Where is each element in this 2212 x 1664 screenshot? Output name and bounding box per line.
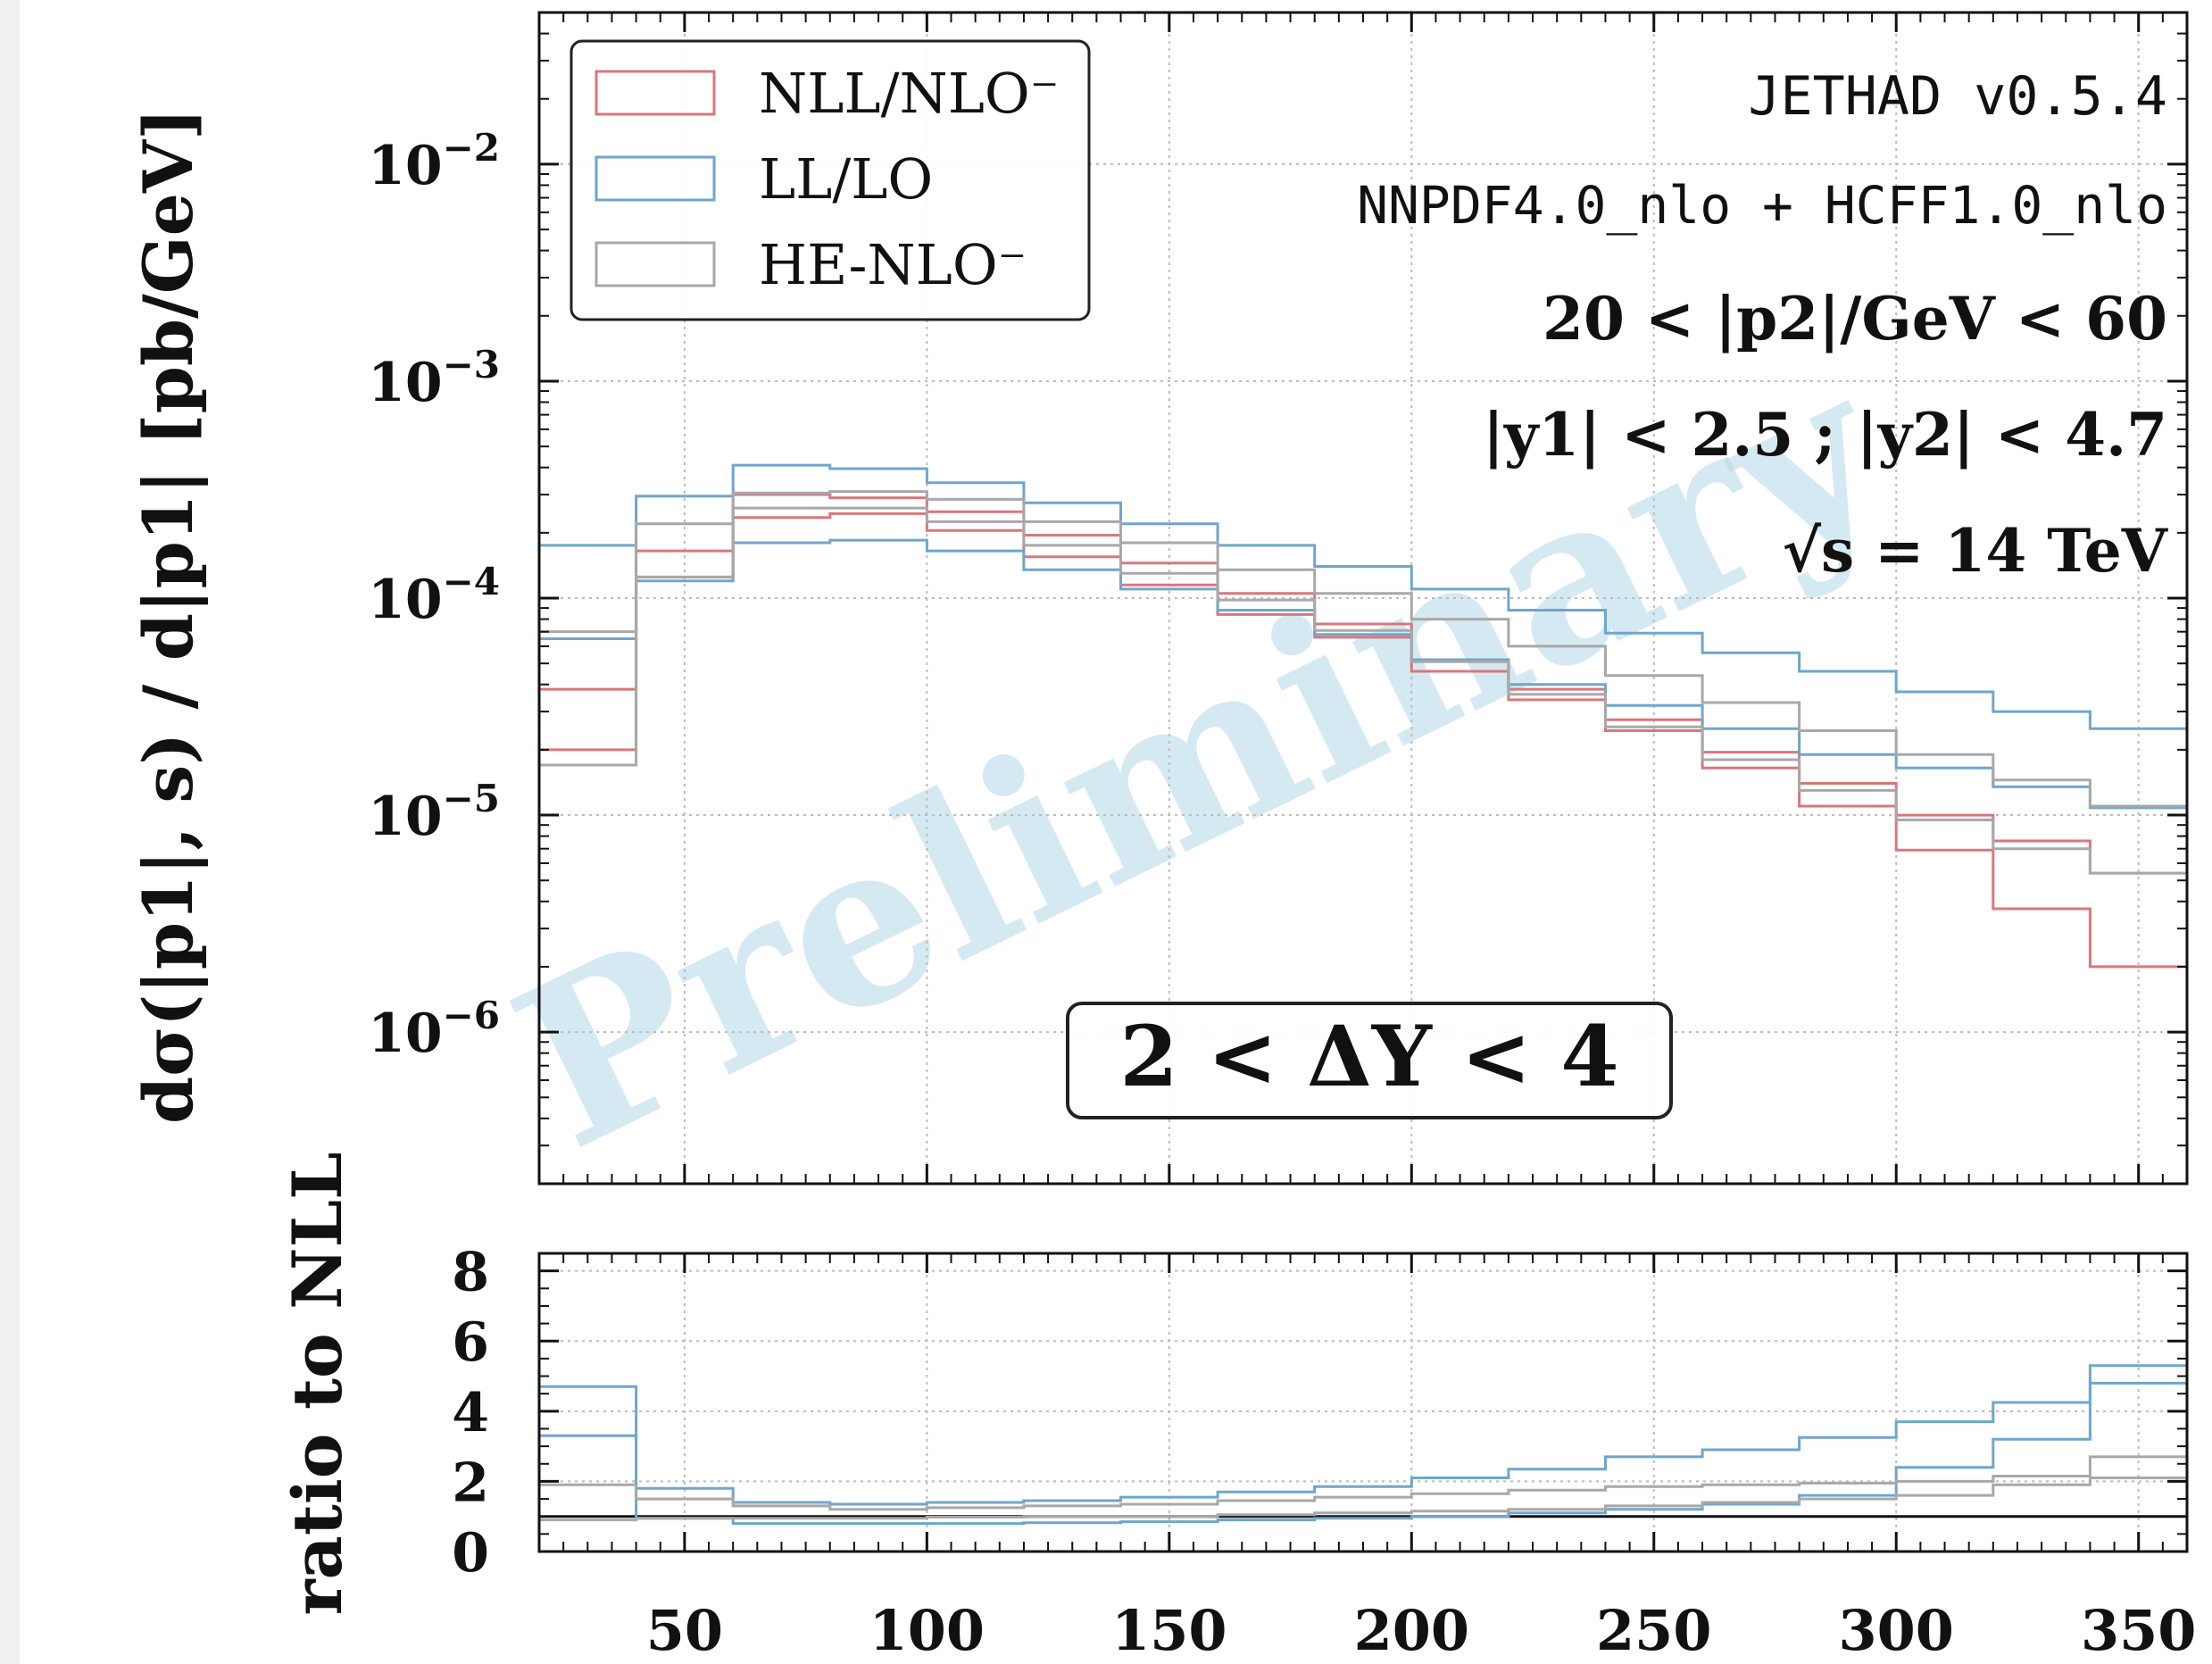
delta-y-label: 2 < ΔY < 4: [1119, 1008, 1618, 1106]
legend-label: NLL/NLO⁻: [759, 61, 1059, 126]
top-series: [539, 463, 2187, 969]
series-lower-line: [539, 1477, 2187, 1522]
annotation-p2-range: 20 < |p2|/GeV < 60: [1543, 284, 2167, 354]
delta-y-box: 2 < ΔY < 4: [1066, 1002, 1673, 1119]
legend-swatch: [595, 70, 716, 116]
ticks: [539, 12, 2187, 1553]
legend-swatch: [595, 241, 716, 287]
annotation-energy: √s = 14 TeV: [1783, 516, 2169, 586]
y-axis-label-bottom: ratio to NLL: [278, 1152, 357, 1615]
y-tick-label: 8: [452, 1242, 489, 1304]
series-upper-line: [539, 463, 2187, 730]
y-tick-label: 4: [452, 1382, 489, 1444]
series-lower-line: [539, 512, 2187, 969]
bottom-series-he-nlo: [539, 1455, 2187, 1522]
y-tick-label: 6: [452, 1311, 489, 1374]
y-axis-label-top: dσ(|p1|, s) / d|p1| [pb/GeV]: [129, 108, 209, 1124]
legend-entry-ll-lo: LL/LO: [595, 146, 933, 212]
legend-box: [570, 39, 1091, 321]
y-tick-label: 10−6: [368, 994, 500, 1065]
page-background: [20, 0, 2212, 1664]
top-series-he-nlo: [539, 490, 2187, 875]
legend-entry-nll-nlo: NLL/NLO⁻: [595, 61, 1059, 126]
bottom-series-ll-lo: [539, 1364, 2187, 1526]
y-tick-label: 10−5: [368, 777, 500, 848]
series-upper-line: [539, 490, 2187, 808]
annotation-pdf-set: NNPDF4.0_nlo + HCFF1.0_nlo: [1357, 175, 2167, 236]
legend-label: LL/LO: [759, 146, 933, 212]
x-tick-label: 250: [1596, 1598, 1711, 1663]
series-upper-line: [539, 1364, 2187, 1506]
x-tick-label: 350: [2081, 1598, 2196, 1663]
y-tick-label: 10−3: [368, 343, 500, 414]
bottom-series: [539, 1364, 2187, 1526]
x-tick-label: 50: [646, 1598, 723, 1663]
y-tick-label: 10−2: [368, 126, 500, 197]
annotation-code-version: JETHAD v0.5.4: [1748, 65, 2167, 128]
x-tick-label: 100: [869, 1598, 985, 1663]
series-lower-line: [539, 538, 2187, 810]
y-tick-label: 2: [452, 1452, 489, 1514]
top-series-ll-lo: [539, 463, 2187, 810]
x-tick-label: 200: [1354, 1598, 1469, 1663]
legend: NLL/NLO⁻ LL/LO HE-NLO⁻: [570, 39, 1091, 321]
y-tick-label: 0: [452, 1522, 489, 1585]
series-lower-line: [539, 506, 2187, 875]
y-tick-label: 10−4: [368, 560, 500, 631]
legend-swatch: [595, 155, 716, 202]
x-tick-label: 300: [1839, 1598, 1954, 1663]
series-upper-line: [539, 1455, 2187, 1511]
legend-entry-he-nlo: HE-NLO⁻: [595, 232, 1027, 297]
delta-y-frame: [1066, 1002, 1673, 1119]
legend-label: HE-NLO⁻: [759, 232, 1027, 297]
x-tick-label: 150: [1111, 1598, 1227, 1663]
series-lower-line: [539, 1381, 2187, 1526]
annotation-rapidity-cuts: |y1| < 2.5 ; |y2| < 4.7: [1483, 400, 2167, 470]
